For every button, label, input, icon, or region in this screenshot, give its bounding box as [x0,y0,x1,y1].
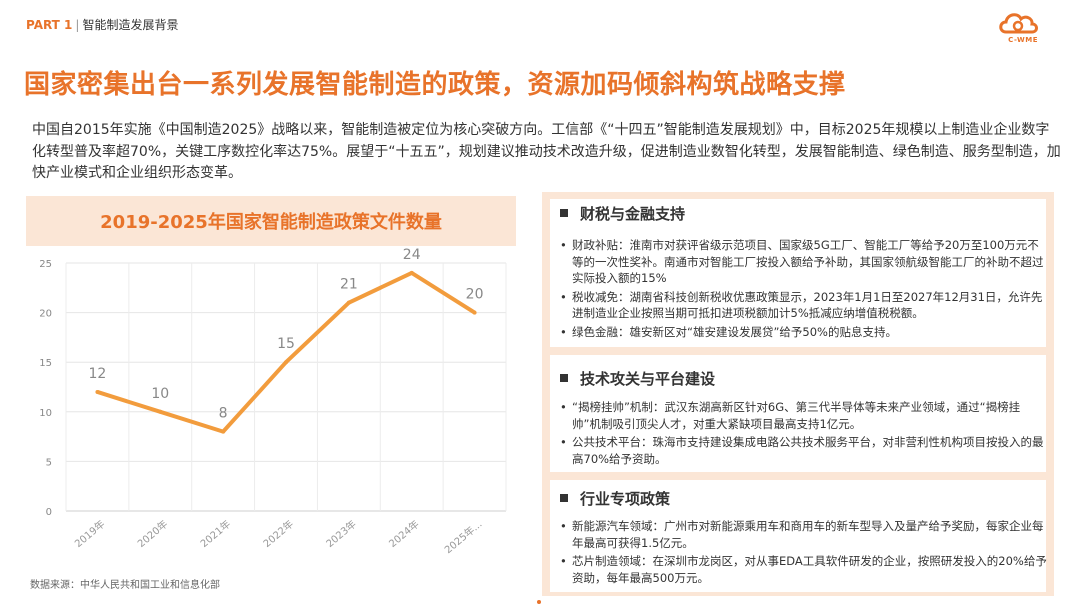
bullet-list-finance: 财政补贴：淮南市对获评省级示范项目、国家级5G工厂、智能工厂等给予20万至100… [558,237,1048,342]
square-bullet-icon [560,493,568,502]
x-tick-label: 2023年 [323,517,359,550]
y-tick-label: 10 [39,408,52,419]
y-tick-label: 15 [39,358,52,369]
data-point [158,409,163,414]
list-item: 绿色金融：雄安新区对“雄安建设发展贷”给予50%的贴息支持。 [558,324,1048,341]
header-part-label: PART 1 | 智能制造发展背景 [26,16,178,33]
data-point [346,300,351,305]
list-item: “揭榜挂帅”机制：武汉东湖高新区针对6G、第三代半导体等未来产业领域，通过“揭榜… [558,399,1048,432]
bullet-list-tech: “揭榜挂帅”机制：武汉东湖高新区针对6G、第三代半导体等未来产业领域，通过“揭榜… [558,399,1048,469]
data-label: 20 [466,287,484,303]
section-name: 智能制造发展背景 [82,18,179,32]
section-card-tech: 技术攻关与平台建设 “揭榜挂帅”机制：武汉东湖高新区针对6G、第三代半导体等未来… [550,355,1046,472]
section-card-finance: 财税与金融支持 财政补贴：淮南市对获评省级示范项目、国家级5G工厂、智能工厂等给… [550,199,1046,347]
list-item: 新能源汽车领域：广州市对新能源乘用车和商用车的新车型导入及量产给予奖励，每家企业… [558,518,1048,551]
section-heading-text: 行业专项政策 [580,490,671,508]
y-tick-label: 0 [46,507,52,518]
y-tick-label: 20 [39,309,52,320]
data-label: 15 [277,336,295,352]
page-indicator-dot [537,600,541,604]
page-title: 国家密集出台一系列发展智能制造的政策，资源加码倾斜构筑战略支撑 [24,70,846,100]
data-label: 10 [151,386,169,402]
bullet-list-industry: 新能源汽车领域：广州市对新能源乘用车和商用车的新车型导入及量产给予奖励，每家企业… [558,518,1048,588]
data-point [472,310,477,315]
data-label: 21 [340,277,358,293]
square-bullet-icon [560,373,568,382]
data-label: 24 [403,247,421,263]
x-tick-label: 2022年 [260,517,296,550]
section-card-industry: 行业专项政策 新能源汽车领域：广州市对新能源乘用车和商用车的新车型导入及量产给予… [550,480,1048,592]
data-point [284,360,288,365]
logo-text: C-WME [1008,36,1038,44]
data-label: 8 [219,406,228,422]
data-point [95,389,100,394]
x-tick-label: 2024年 [386,517,422,550]
list-item: 税收减免：湖南省科技创新税收优惠政策显示，2023年1月1日至2027年12月3… [558,289,1048,322]
data-label: 12 [89,366,107,382]
x-tick-label: 2019年 [72,517,108,550]
data-point [409,270,414,275]
list-item: 公共技术平台：珠海市支持建设集成电路公共技术服务平台，对非营利性机构项目按投入的… [558,434,1048,467]
x-tick-label: 2020年 [135,517,171,550]
list-item: 财政补贴：淮南市对获评省级示范项目、国家级5G工厂、智能工厂等给予20万至100… [558,237,1048,287]
square-bullet-icon [560,208,568,217]
data-source-note: 数据来源：中华人民共和国工业和信息化部 [30,580,220,591]
y-tick-label: 25 [39,259,52,270]
chart-title-bar [26,196,516,246]
section-heading-tech: 技术攻关与平台建设 [560,368,715,389]
x-tick-label: 2021年 [198,517,234,550]
list-item: 芯片制造领域：在深圳市龙岗区，对从事EDA工具软件研发的企业，按照研发投入的20… [558,553,1048,586]
part-number: PART 1 [26,18,73,32]
header-divider: | [75,18,80,32]
y-tick-label: 5 [46,457,52,468]
policy-chart-panel: 2019-2025年国家智能制造政策文件数量 0 5 10 15 20 25 12 10 8 15… [26,196,532,596]
section-heading-finance: 财税与金融支持 [560,203,685,224]
section-heading-text: 技术攻关与平台建设 [580,370,716,388]
chart-title: 2019-2025年国家智能制造政策文件数量 [100,212,442,233]
section-heading-industry: 行业专项政策 [560,488,670,509]
line-chart: 0 5 10 15 20 25 12 10 8 15 21 24 20 2019年 2020年 2021年 20… [39,247,507,556]
intro-paragraph: 中国自2015年实施《中国制造2025》战略以来，智能制造被定位为核心突破方向。… [32,122,1061,181]
x-tick-label: 2025年... [442,517,485,556]
series-line [96,270,476,434]
data-point [221,429,226,434]
cloud-logo-icon [999,13,1038,34]
section-heading-text: 财税与金融支持 [580,205,686,223]
